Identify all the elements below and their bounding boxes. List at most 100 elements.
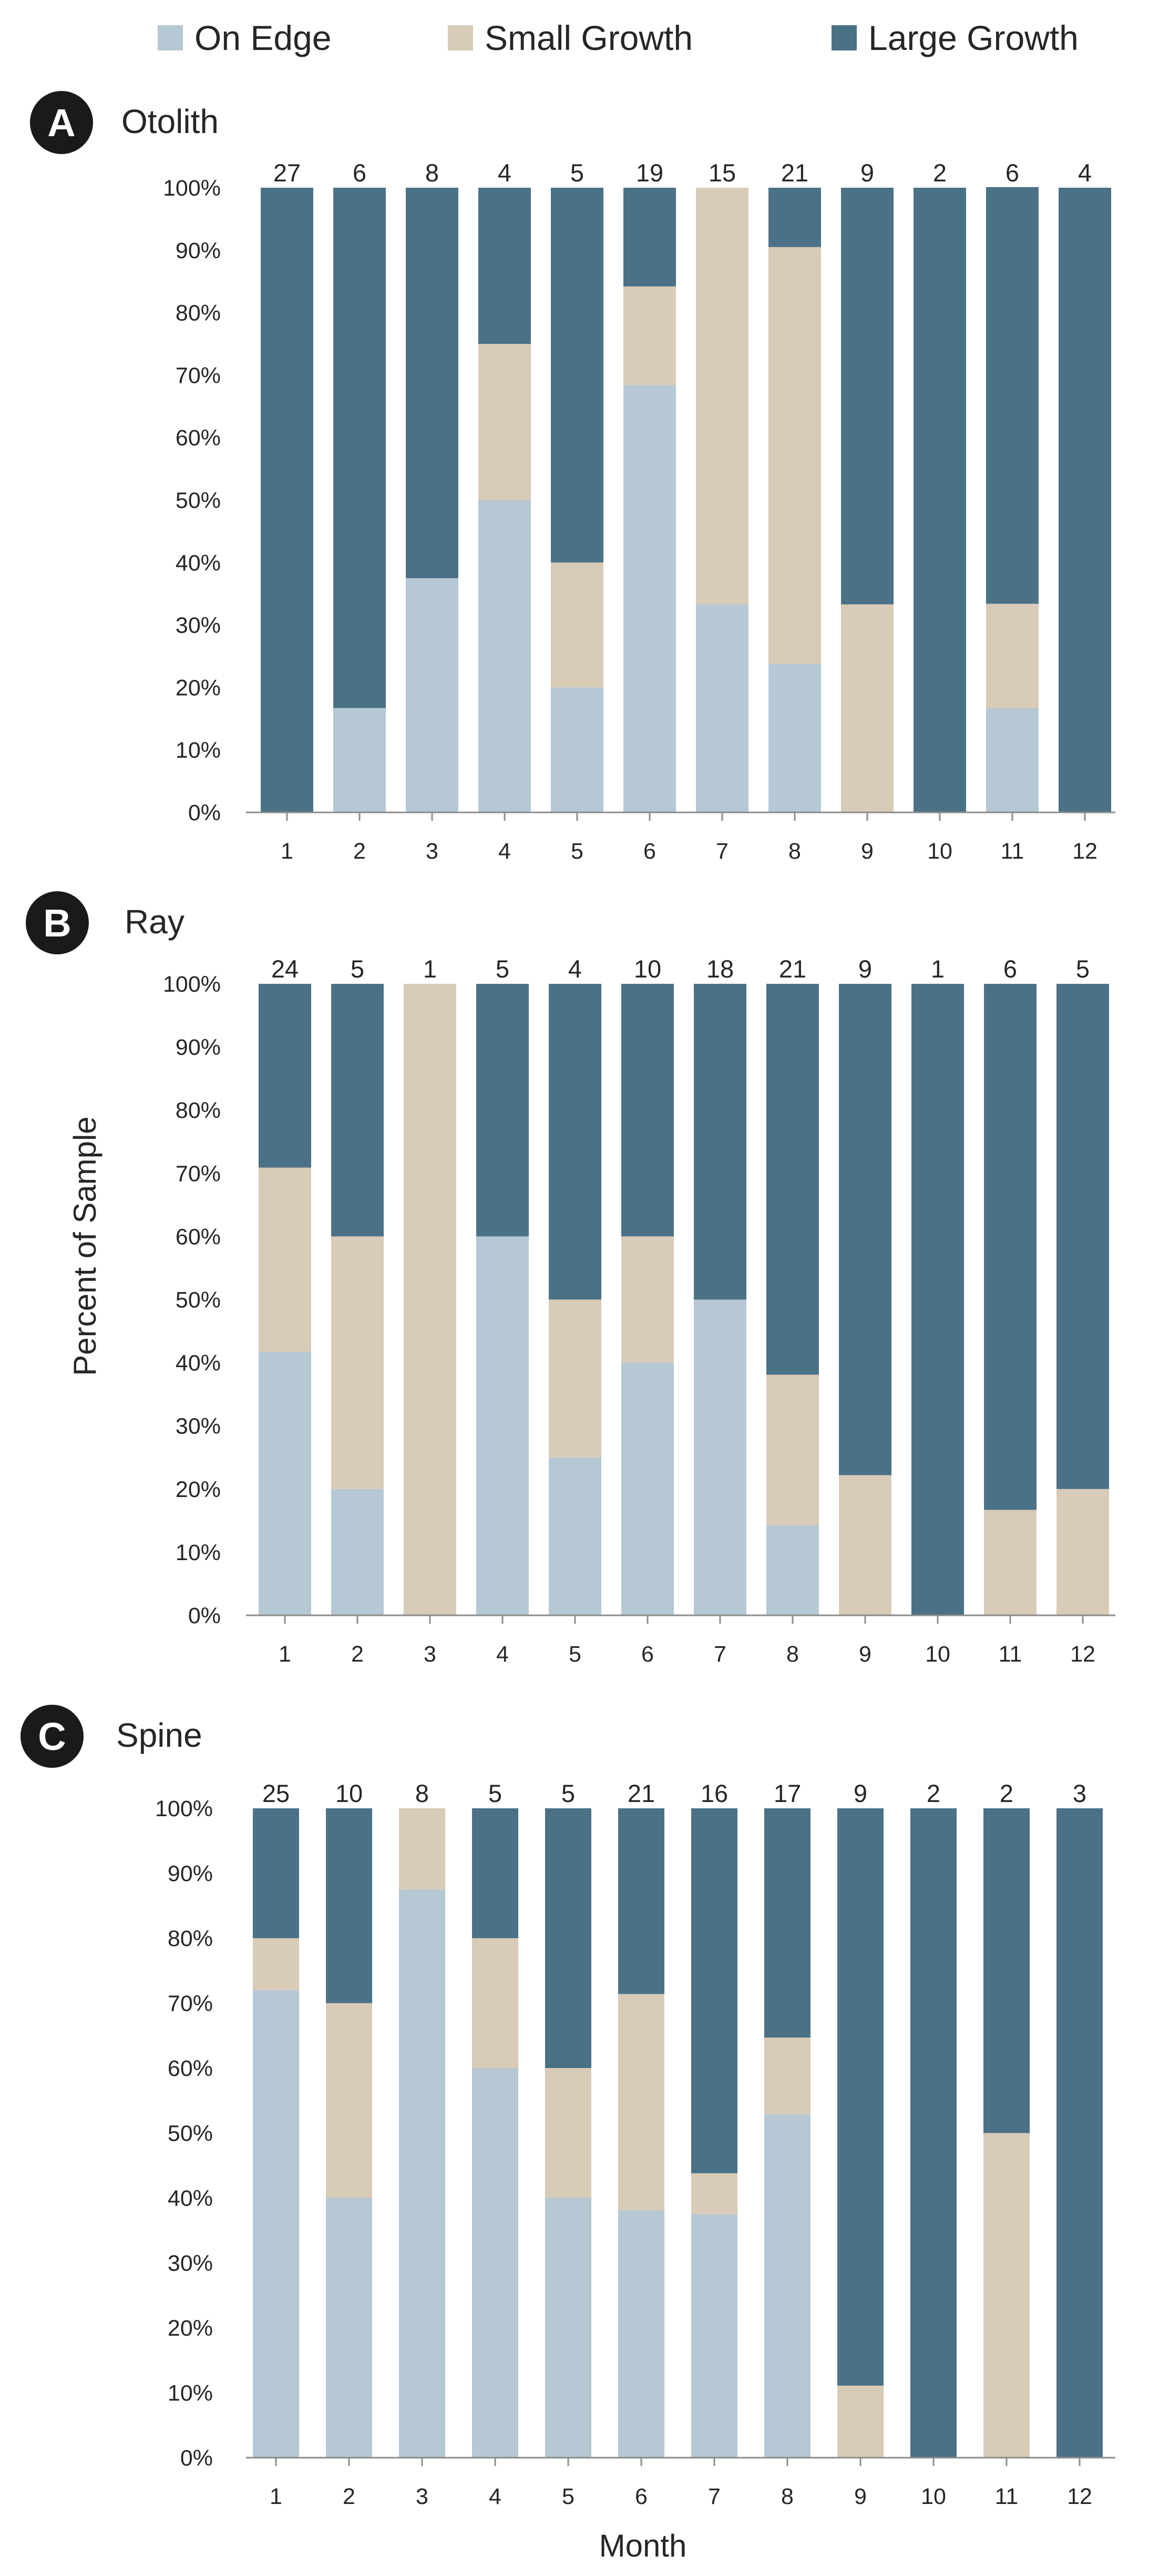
panel-a-bar-month-1-large-growth (261, 188, 313, 812)
panel-b-sample-size-month-3: 1 (423, 955, 437, 983)
panel-c-ytick-label: 30% (168, 2251, 213, 2276)
panel-a-sample-size-month-11: 6 (1006, 159, 1019, 187)
panel-b-ytick-label: 40% (176, 1351, 221, 1376)
panel-a-xtick-label: 1 (281, 839, 293, 864)
panel-c-bar-month-4-large-growth (472, 1808, 518, 1938)
panel-c-sample-size-month-2: 10 (335, 1779, 363, 1807)
panel-a-xtick-label: 2 (353, 839, 366, 864)
panel-b-ytick-label: 80% (176, 1098, 221, 1123)
panel-a-bar-month-4-large-growth (478, 188, 531, 344)
legend-item-large-growth: Large Growth (832, 18, 1079, 57)
panel-b-bar-month-7-large-growth (694, 984, 746, 1300)
panel-b-ytick-label: 90% (176, 1035, 221, 1060)
panel-b-ytick-label: 0% (188, 1603, 221, 1628)
panel-a-ytick-label: 40% (176, 551, 221, 576)
panel-a-xtick-label: 5 (571, 839, 583, 864)
panel-b-ytick-label: 10% (176, 1540, 221, 1565)
panel-c-bar-month-5-small-growth (545, 2068, 591, 2198)
panel-b-bar-month-2-small-growth (331, 1236, 384, 1489)
panel-b-sample-size-month-9: 9 (858, 955, 872, 983)
panel-a-ytick-label: 100% (163, 176, 221, 201)
panel-c-badge (20, 1705, 84, 1768)
panel-a-sample-size-month-4: 4 (498, 159, 511, 187)
legend-item-on-edge: On Edge (158, 18, 332, 57)
panel-a-ytick-label: 60% (176, 425, 221, 451)
panel-b-bar-month-12-small-growth (1056, 1489, 1109, 1615)
panel-b-bar-month-7-on-edge (694, 1299, 746, 1615)
panel-c-sample-size-month-9: 9 (854, 1779, 867, 1807)
panel-b-bar-month-6-on-edge (621, 1362, 674, 1615)
panel-c-sample-size-month-1: 25 (262, 1779, 290, 1807)
panel-c-xtick-label: 4 (489, 2484, 501, 2509)
panel-c-sample-size-month-5: 5 (561, 1779, 575, 1807)
panel-a: A Otolith 0% 10% 20% 30% 40% 50% 60% 70% 80% 90% 1… (30, 91, 1115, 864)
panel-a-bar-month-3-on-edge (406, 578, 458, 812)
panel-b-sample-size-month-2: 5 (351, 955, 364, 983)
panel-a-bar-month-5-large-growth (551, 188, 603, 563)
panel-b-sample-size-month-1: 24 (271, 955, 299, 983)
panel-a-bar-month-11-large-growth (986, 187, 1039, 604)
panel-b-sample-size-month-7: 18 (706, 955, 734, 983)
panel-b-xtick-label: 2 (351, 1642, 364, 1667)
panel-c-sample-size-month-3: 8 (415, 1779, 429, 1807)
panel-c-bar-month-5-large-growth (545, 1808, 591, 2068)
panel-b-sample-size-month-10: 1 (931, 955, 945, 983)
panel-b-sample-size-month-5: 4 (568, 955, 582, 983)
panel-a-bar-month-11-on-edge (986, 708, 1039, 812)
panel-a-bar-month-4-on-edge (478, 500, 531, 812)
panel-b-bar-month-1-on-edge (259, 1352, 311, 1615)
panel-a-letter: A (47, 101, 75, 145)
panel-c-xtick-label: 10 (921, 2484, 946, 2509)
panel-b-bar-month-5-small-growth (549, 1299, 601, 1458)
panel-b-bar-month-1-small-growth (259, 1167, 311, 1352)
panel-c-xtick-label: 11 (995, 2484, 1019, 2509)
panel-a-xtick-label: 8 (788, 839, 801, 864)
panel-c-sample-size-month-6: 21 (628, 1779, 655, 1807)
panel-c-xtick-label: 7 (708, 2484, 721, 2509)
panel-b-xtick-label: 4 (496, 1642, 509, 1667)
panel-b-title: Ray (125, 903, 184, 941)
panel-b-sample-size-month-12: 5 (1076, 955, 1090, 983)
panel-c-ytick-label: 50% (168, 2121, 213, 2146)
legend-label-small-growth: Small Growth (485, 18, 693, 57)
panel-c-bar-month-2-small-growth (326, 2003, 372, 2198)
panel-c-ytick-label: 70% (168, 1991, 213, 2017)
panel-c-xtick-label: 9 (854, 2484, 867, 2509)
panel-a-bar-month-6-large-growth (623, 188, 676, 287)
legend-swatch-small-growth (448, 25, 473, 50)
panel-c-title: Spine (116, 1716, 202, 1754)
panel-b-bar-month-1-large-growth (259, 984, 311, 1168)
panel-b-bar-month-12-large-growth (1056, 984, 1109, 1489)
panel-a-bar-month-11-small-growth (986, 604, 1039, 708)
panel-a-bar-month-8-small-growth (768, 247, 821, 664)
panel-b-sample-size-month-4: 5 (496, 955, 509, 983)
panel-a-bar-month-10-large-growth (914, 188, 966, 812)
panel-a-ytick-label: 90% (176, 238, 221, 263)
panel-c-bar-month-8-on-edge (764, 2114, 811, 2458)
panel-a-xtick-label: 9 (861, 839, 874, 864)
panel-c: C Spine 0% 10% 20% 30% 40% 50% 60% 70% 80% 90% 100… (20, 1705, 1115, 2509)
panel-c-bar-month-9-small-growth (837, 2385, 884, 2458)
panel-a-bar-month-9-small-growth (841, 604, 894, 812)
panel-a-sample-size-month-3: 8 (425, 159, 439, 187)
panel-b-bar-month-9-large-growth (839, 984, 891, 1475)
panel-b-sample-size-month-11: 6 (1003, 955, 1017, 983)
panel-b-ytick-label: 70% (176, 1161, 221, 1186)
y-axis-title: Percent of Sample (67, 1116, 102, 1376)
panel-c-bar-month-1-large-growth (253, 1808, 299, 1938)
panel-c-ytick-label: 10% (168, 2381, 213, 2406)
panel-c-sample-size-month-7: 16 (701, 1779, 728, 1807)
panel-a-bar-month-5-on-edge (551, 687, 603, 812)
panel-a-bar-month-8-on-edge (768, 664, 821, 812)
panel-a-sample-size-month-6: 19 (636, 159, 663, 187)
panel-b-ytick-label: 50% (176, 1288, 221, 1313)
panel-c-bar-month-4-small-growth (472, 1938, 518, 2068)
panel-a-bar-month-5-small-growth (551, 562, 603, 688)
panel-a-xtick-label: 4 (498, 839, 511, 864)
panel-c-sample-size-month-11: 2 (1000, 1779, 1013, 1807)
panel-b-ytick-label: 60% (176, 1224, 221, 1249)
panel-b: B Ray 0% 10% 20% 30% 40% 50% 60% 70% 80% 90% 100% 2… (26, 891, 1115, 1667)
panel-a-ytick-label: 20% (176, 675, 221, 700)
panel-c-ytick-label: 80% (168, 1926, 213, 1951)
panel-c-ytick-label: 0% (180, 2446, 213, 2471)
